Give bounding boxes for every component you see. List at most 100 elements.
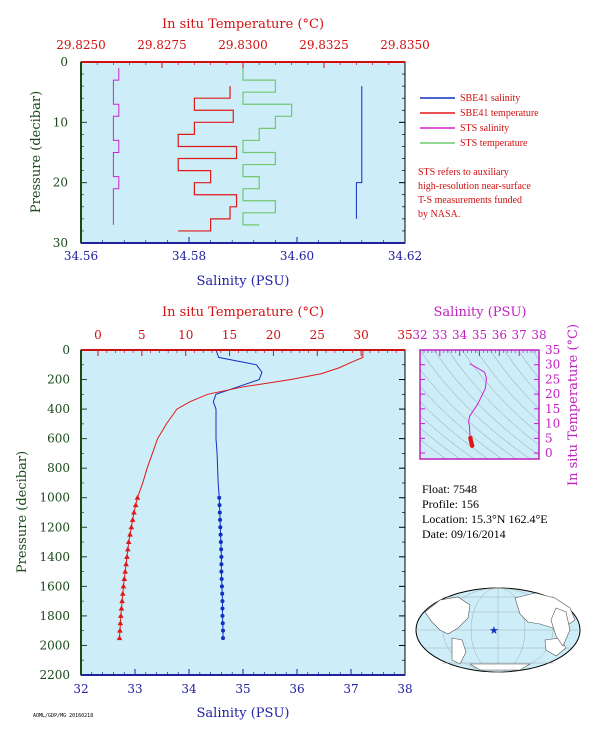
deep-temperature-tick-label: 25 (310, 328, 325, 342)
legend-label: STS salinity (460, 123, 509, 134)
top-salinity-axis-title: Salinity (PSU) (197, 274, 290, 289)
deep-salinity-tick-label: 37 (343, 682, 358, 696)
ts-temperature-tick-label: 20 (545, 387, 560, 401)
density-contour (447, 350, 539, 446)
salinity-marker (219, 569, 224, 574)
top-panel-ticks: 29.8250 29.8275 29.8300 29.8325 29.8350 34.56… (53, 38, 430, 263)
deep-pressure-tick-label: 1400 (39, 550, 70, 564)
ts-salinity-tick-label: 37 (512, 328, 527, 342)
salinity-marker (219, 562, 224, 567)
note-line: high-resolution near-surface (418, 181, 531, 192)
temperature-marker (134, 494, 141, 500)
top-series-sts-temperature (242, 68, 293, 226)
top-series-sbe41-salinity (355, 86, 363, 219)
deep-pressure-tick-label: 1600 (39, 579, 70, 593)
profile-number: Profile: 156 (422, 497, 479, 511)
density-contour (503, 350, 539, 395)
deep-temperature-tick-label: 15 (222, 328, 237, 342)
ts-temperature-tick-label: 25 (545, 372, 560, 386)
deep-salinity-tick-label: 32 (73, 682, 88, 696)
temperature-marker (119, 598, 125, 604)
deep-temperature-tick-label: 35 (397, 328, 412, 342)
deep-profile-panel: 0 5 10 15 20 25 30 35 32 33 34 35 36 37 38 0 200 400 600 80… (15, 305, 413, 721)
temperature-marker (120, 583, 127, 589)
density-contour (433, 350, 539, 456)
top-legend: SBE41 salinity SBE41 temperature STS salin… (420, 93, 539, 149)
top-temperature-tick-label: 29.8300 (218, 38, 268, 52)
density-contour (517, 350, 539, 379)
density-contour (489, 350, 539, 410)
note-line: T-S measurements funded (418, 195, 522, 206)
deep-pressure-tick-label: 1200 (39, 520, 70, 534)
top-temperature-axis-title: In situ Temperature (°C) (162, 17, 324, 32)
temperature-marker (125, 539, 132, 545)
top-pressure-tick-label: 30 (53, 236, 68, 250)
deep-salinity-tick-label: 36 (289, 682, 304, 696)
temperature-marker (131, 509, 137, 515)
deep-pressure-tick-label: 2200 (39, 668, 70, 682)
deep-pressure-tick-label: 200 (47, 373, 70, 387)
ts-temperature-tick-label: 15 (545, 402, 560, 416)
ts-temperature-tick-label: 30 (545, 358, 560, 372)
top-temperature-tick-label: 29.8250 (56, 38, 106, 52)
legend-label: SBE41 salinity (460, 93, 520, 104)
top-salinity-tick-label: 34.56 (64, 249, 98, 263)
temperature-marker (127, 531, 133, 537)
salinity-marker (221, 628, 226, 633)
temperature-marker (117, 627, 123, 633)
deep-temperature-axis-title: In situ Temperature (°C) (162, 305, 324, 320)
deep-salinity-tick-label: 34 (181, 682, 197, 696)
deep-plot-area (81, 350, 405, 675)
salinity-marker (218, 517, 223, 522)
deep-temperature-tick-label: 5 (138, 328, 146, 342)
top-temperature-tick-label: 29.8325 (299, 38, 349, 52)
ts-salinity-tick-label: 38 (531, 328, 546, 342)
legend-label: SBE41 temperature (460, 108, 539, 119)
footer-code: AOML/GDP/MG 20160218 (33, 713, 93, 719)
top-series-sts-salinity (112, 68, 120, 225)
ts-plot-frame (419, 349, 540, 460)
temperature-marker (121, 575, 128, 581)
density-contour (420, 415, 475, 459)
temperature-marker (118, 612, 124, 618)
top-salinity-tick-label: 34.60 (280, 249, 314, 263)
temperature-marker (132, 502, 139, 508)
ts-deep-marker (469, 443, 475, 448)
density-contour (420, 369, 517, 459)
top-pressure-axis-title: Pressure (decibar) (29, 91, 44, 213)
salinity-marker (219, 547, 224, 552)
legend-label: STS temperature (460, 138, 528, 149)
temperature-marker (116, 635, 123, 641)
top-pressure-tick-label: 0 (60, 55, 68, 69)
deep-temperature-tick-label: 10 (178, 328, 193, 342)
salinity-marker (220, 599, 225, 604)
salinity-marker (217, 495, 222, 500)
deep-temperature-tick-label: 30 (354, 328, 369, 342)
ts-temperature-tick-label: 10 (545, 417, 560, 431)
salinity-marker (221, 636, 226, 641)
salinity-marker (220, 591, 225, 596)
density-contour (475, 350, 539, 423)
salinity-marker (220, 606, 225, 611)
top-profile-panel: 29.8250 29.8275 29.8300 29.8325 29.8350 34.56… (29, 17, 539, 289)
deep-pressure-tick-label: 2000 (39, 638, 70, 652)
temperature-marker (119, 590, 126, 596)
deep-panel-series (116, 349, 364, 641)
salinity-marker (219, 576, 224, 581)
ts-salinity-tick-label: 36 (492, 328, 507, 342)
density-contour (420, 439, 447, 459)
deep-pressure-tick-label: 800 (47, 461, 70, 475)
deep-panel-ticks: 0 5 10 15 20 25 30 35 32 33 34 35 36 37 38 0 200 400 600 80… (39, 328, 412, 696)
temperature-marker (124, 553, 130, 559)
temperature-marker (122, 568, 128, 574)
salinity-marker (220, 621, 225, 626)
float-info: Float: 7548 Profile: 156 Location: 15.3°… (422, 482, 548, 541)
top-temperature-tick-label: 29.8275 (137, 38, 187, 52)
deep-pressure-tick-label: 600 (47, 432, 70, 446)
deep-salinity-tick-label: 33 (127, 682, 142, 696)
deep-salinity-tick-label: 38 (397, 682, 412, 696)
deep-temperature-tick-label: 0 (94, 328, 102, 342)
